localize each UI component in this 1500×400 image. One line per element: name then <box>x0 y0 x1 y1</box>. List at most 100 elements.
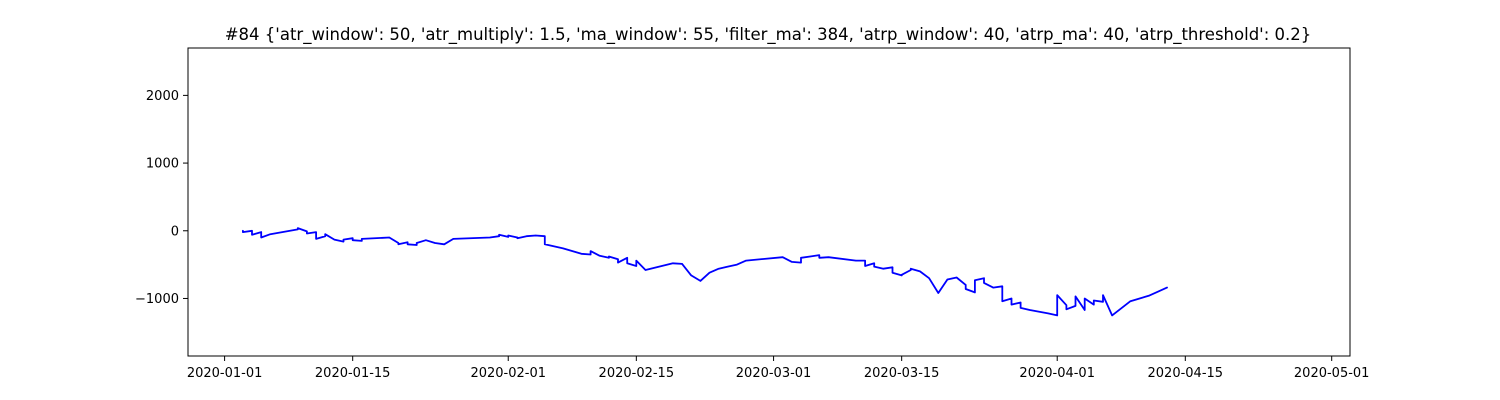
data-point <box>1056 294 1058 296</box>
data-point <box>407 243 409 245</box>
data-point <box>919 270 921 272</box>
x-axis: 2020-01-01 2020-01-15 2020-02-01 2020-02-15… <box>187 356 1370 381</box>
data-point <box>928 277 930 279</box>
data-point <box>525 235 528 237</box>
data-point <box>791 261 793 263</box>
data-point <box>297 227 299 229</box>
data-point <box>333 239 335 241</box>
x-tick-label: 2020-03-01 <box>736 366 812 381</box>
data-point <box>782 256 784 258</box>
data-point <box>352 239 354 241</box>
data-point <box>242 230 244 232</box>
data-point <box>1093 304 1095 306</box>
data-point <box>800 262 802 264</box>
data-point <box>452 238 454 240</box>
data-point <box>1139 297 1141 300</box>
data-point <box>1029 309 1031 311</box>
data-point <box>324 235 326 237</box>
data-point <box>498 234 500 236</box>
data-point <box>425 239 427 241</box>
data-point <box>544 243 546 245</box>
data-point <box>306 230 308 232</box>
data-point <box>965 288 967 290</box>
data-point <box>745 260 747 262</box>
chart-title: #84 {'atr_window': 50, 'atr_multiply': 1… <box>225 25 1312 45</box>
data-point <box>599 255 601 257</box>
data-point <box>416 242 418 244</box>
data-point <box>672 262 674 264</box>
data-point <box>891 266 894 268</box>
x-tick-label: 2020-01-01 <box>187 366 263 381</box>
data-point <box>818 257 820 259</box>
data-point <box>1020 307 1022 309</box>
data-point <box>251 234 253 236</box>
data-point <box>1010 304 1013 306</box>
data-point <box>260 236 262 239</box>
data-point <box>956 276 958 279</box>
x-tick-label: 2020-01-15 <box>315 366 391 381</box>
data-point <box>617 258 619 260</box>
data-point <box>535 234 537 237</box>
data-point <box>891 272 894 274</box>
data-point <box>306 232 308 235</box>
data-point <box>1065 308 1067 310</box>
y-tick-label: 2000 <box>146 89 179 104</box>
data-point <box>260 231 262 233</box>
data-point <box>699 280 702 282</box>
data-point <box>937 292 939 294</box>
data-point <box>855 260 857 262</box>
x-tick-label: 2020-03-15 <box>864 366 940 381</box>
data-point <box>992 287 994 289</box>
data-point <box>251 230 253 232</box>
data-point <box>873 266 875 268</box>
data-point <box>1148 295 1150 297</box>
data-point <box>1084 309 1086 311</box>
data-point <box>1001 285 1003 287</box>
data-point <box>1010 297 1013 300</box>
data-point <box>882 268 885 270</box>
data-point <box>690 274 692 276</box>
data-point <box>315 231 317 233</box>
data-point <box>864 265 866 267</box>
data-point <box>361 240 363 242</box>
data-points <box>242 227 1168 316</box>
data-point <box>388 236 390 239</box>
data-point <box>1065 304 1067 306</box>
data-point <box>1102 294 1104 296</box>
data-point <box>635 265 637 267</box>
data-point <box>901 274 903 276</box>
x-tick-label: 2020-05-01 <box>1294 366 1370 381</box>
data-point <box>864 260 866 262</box>
data-point <box>443 243 445 245</box>
data-point <box>1001 300 1003 302</box>
data-point <box>1166 287 1168 289</box>
y-tick-label: −1000 <box>135 292 179 307</box>
x-tick-label: 2020-02-01 <box>470 366 546 381</box>
data-point <box>983 277 985 279</box>
data-point <box>342 239 345 241</box>
data-point <box>315 238 317 240</box>
plot-area <box>187 47 1351 357</box>
data-point <box>809 255 811 258</box>
data-point <box>608 257 610 259</box>
data-point <box>324 233 326 235</box>
data-point <box>1111 314 1113 316</box>
data-point <box>1129 300 1131 302</box>
data-point <box>489 236 491 239</box>
data-point <box>946 278 949 281</box>
data-point <box>580 253 583 255</box>
data-point <box>626 262 628 264</box>
data-point <box>434 242 436 244</box>
data-point <box>983 282 985 284</box>
y-tick-label: 1000 <box>146 157 179 172</box>
data-point <box>590 250 592 252</box>
data-point <box>1047 312 1049 314</box>
data-point <box>407 241 409 243</box>
data-point <box>608 255 610 258</box>
x-tick-label: 2020-04-15 <box>1148 366 1224 381</box>
data-point <box>626 257 628 259</box>
data-point <box>727 266 729 268</box>
data-point <box>352 237 354 239</box>
data-point <box>974 291 976 293</box>
data-point <box>910 269 912 271</box>
